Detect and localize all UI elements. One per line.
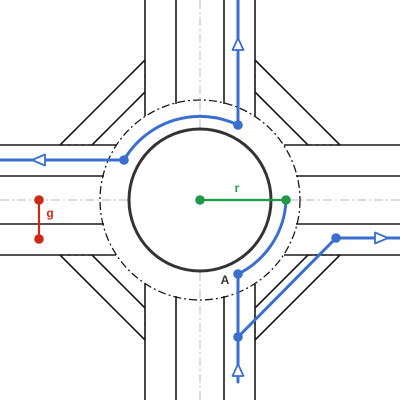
north-arrow-icon [231, 37, 245, 51]
radius-label: r [235, 181, 240, 195]
bypass-opening-separators [60, 60, 340, 340]
nw-bypass-inner [91, 91, 146, 146]
gap-top-dot [34, 195, 44, 205]
gap-indicator: g [34, 195, 54, 244]
gap-bottom-dot [34, 234, 44, 244]
path-node-east [331, 233, 341, 243]
sw-bypass-outer [59, 254, 146, 341]
path-node-south [233, 332, 243, 342]
path-node-north [233, 120, 243, 130]
ne-bypass-outer [254, 59, 341, 146]
northbound-entry-to-west-exit-path [0, 0, 240, 162]
path-node-west [119, 155, 129, 165]
east-exit-arrow-icon [374, 231, 389, 245]
ne-bypass-inner [254, 91, 309, 146]
diagonal-bypass-lanes [59, 59, 341, 341]
west-exit-arrow-icon [31, 153, 46, 167]
radius-end-dot [281, 195, 291, 205]
radius-center-dot [195, 195, 205, 205]
path-node-a [233, 269, 243, 279]
radius-indicator: r [195, 181, 291, 205]
direction-markers [31, 37, 389, 377]
se-bypass-outer [254, 254, 341, 341]
path-nodes [119, 120, 341, 342]
south-entry-arrow-icon [231, 363, 245, 377]
sw-bypass-inner [91, 254, 146, 309]
se-bypass-inner [254, 254, 309, 309]
roundabout-outer-circle [99, 99, 301, 301]
gap-label: g [46, 206, 53, 220]
nw-bypass-outer [59, 59, 146, 146]
point-a-label: A [221, 273, 230, 287]
